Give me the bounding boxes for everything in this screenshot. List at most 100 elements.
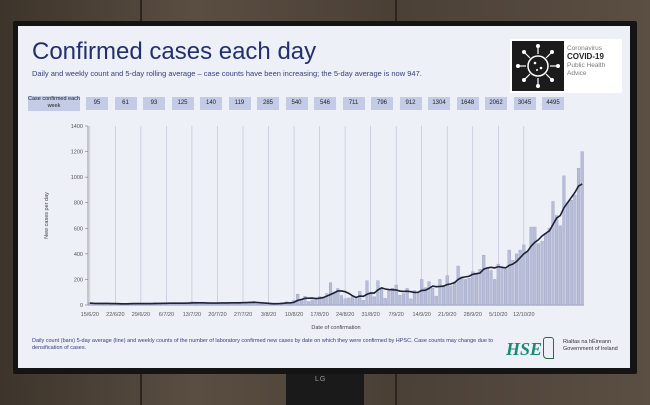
daily-count-bar — [504, 269, 508, 306]
x-tick-label: 7/9/20 — [389, 312, 404, 318]
government-logo-text: Rialtas na hÉireann Government of Irelan… — [563, 339, 618, 353]
x-tick-label: 14/9/20 — [413, 312, 431, 318]
daily-count-bar — [482, 254, 486, 306]
daily-count-bar — [471, 271, 475, 306]
daily-count-bar — [354, 298, 358, 306]
daily-count-bar — [390, 288, 395, 306]
daily-count-bar — [573, 194, 577, 306]
gov-line2: Government of Ireland — [563, 346, 618, 352]
daily-count-bar — [507, 249, 511, 306]
weekly-counts-row: Case confirmed each week 95 61 93 125 140 119… — [28, 96, 588, 112]
daily-count-bar — [358, 291, 362, 306]
daily-count-bar — [387, 290, 391, 306]
y-tick-label: 200 — [74, 277, 83, 283]
daily-count-bar — [376, 280, 380, 306]
daily-count-bar — [237, 303, 241, 306]
daily-count-bar — [551, 201, 555, 306]
daily-count-bar — [423, 287, 427, 306]
daily-count-bar — [500, 266, 504, 306]
daily-count-bar — [544, 233, 548, 306]
daily-count-bar — [555, 215, 559, 306]
x-tick-label: 20/7/20 — [208, 312, 226, 318]
weekly-count-cell: 125 — [171, 97, 194, 110]
tv-brand-logo: LG — [315, 376, 327, 383]
weekly-count-cell: 4495 — [542, 97, 564, 110]
daily-count-bar — [489, 270, 493, 306]
daily-count-bar — [259, 303, 263, 306]
daily-count-bar — [566, 202, 570, 306]
daily-count-bar — [288, 303, 292, 306]
presentation-slide: Confirmed cases each day Daily and weekl… — [18, 26, 630, 368]
daily-count-bar — [412, 290, 416, 306]
weekly-count-cell: 93 — [143, 97, 165, 110]
daily-count-bar — [409, 298, 413, 306]
weekly-count-cell: 796 — [371, 97, 393, 110]
daily-count-bar — [343, 298, 347, 306]
weekly-count-cell: 1648 — [456, 97, 479, 110]
daily-count-bar — [493, 279, 497, 306]
x-tick-label: 22/6/20 — [106, 312, 124, 318]
daily-count-bar — [558, 225, 562, 306]
x-tick-label: 12/10/20 — [513, 312, 534, 318]
slide-title: Confirmed cases each day — [32, 38, 317, 65]
daily-count-bar — [401, 293, 406, 306]
daily-count-bar — [533, 226, 537, 306]
y-tick-label: 1400 — [71, 124, 83, 130]
x-tick-label: 13/7/20 — [183, 312, 201, 318]
weekly-count-cell: 61 — [114, 97, 137, 110]
daily-count-bar — [478, 269, 482, 306]
x-axis-title: Date of confirmation — [311, 325, 360, 331]
daily-count-bar — [350, 296, 354, 306]
weekly-count-cell: 1304 — [428, 97, 450, 110]
x-tick-label: 24/8/20 — [336, 312, 354, 318]
daily-count-bar — [562, 175, 566, 306]
weekly-count-cell: 140 — [200, 97, 222, 110]
x-tick-label: 27/7/20 — [234, 312, 252, 318]
daily-count-bar — [536, 243, 540, 306]
daily-count-bar — [420, 279, 424, 306]
daily-count-bar — [347, 297, 351, 306]
gov-line1: Rialtas na hÉireann — [563, 339, 612, 345]
covid-line3: Public Health — [567, 62, 606, 69]
daily-count-bar — [496, 263, 500, 306]
weekly-count-cell: 540 — [285, 97, 308, 110]
daily-count-bar — [438, 279, 442, 306]
covid-line4: Advice — [567, 70, 587, 77]
weekly-count-cell: 711 — [342, 97, 365, 110]
daily-count-bar — [223, 303, 227, 306]
daily-count-bar — [318, 296, 322, 306]
daily-count-bar — [336, 288, 340, 306]
x-tick-label: 29/6/20 — [132, 312, 150, 318]
weekly-counts-label: Case confirmed each week — [28, 96, 80, 111]
daily-cases-chart: 15/6/20 22/6/20 29/6/20 6/7/20 13/7/20 20/7/2… — [44, 124, 584, 331]
daily-count-bar — [452, 281, 457, 306]
daily-count-bar — [463, 279, 468, 306]
daily-count-bar — [518, 249, 522, 306]
slide-subtitle: Daily and weekly count and 5-day rolling… — [32, 69, 422, 78]
covid-line2: COVID-19 — [567, 52, 604, 61]
covid-advice-text: Coronavirus COVID-19 Public Health Advic… — [567, 45, 605, 78]
x-tick-label: 21/9/20 — [438, 312, 456, 318]
daily-count-bar — [474, 272, 478, 306]
hse-logo: HSE — [506, 339, 543, 359]
chart-footnote: Daily count (bars) 5-day average (line) … — [32, 338, 494, 351]
x-tick-label: 6/7/20 — [159, 312, 174, 318]
daily-count-bar — [369, 293, 373, 306]
daily-count-bar — [380, 288, 384, 306]
y-axis-title: New cases per day — [44, 192, 50, 239]
x-tick-label: 31/8/20 — [361, 312, 379, 318]
daily-count-bar — [365, 280, 369, 306]
daily-count-bar — [201, 303, 205, 306]
x-tick-label: 3/8/20 — [261, 312, 276, 318]
daily-count-bar — [449, 285, 453, 306]
virus-icon — [512, 41, 564, 91]
daily-count-bar — [361, 300, 365, 306]
x-tick-label: 17/8/20 — [310, 312, 328, 318]
daily-count-bar — [442, 286, 446, 306]
daily-count-bar — [383, 298, 387, 306]
daily-count-bar — [514, 253, 519, 306]
y-tick-label: 1200 — [71, 150, 83, 156]
daily-count-bar — [256, 303, 260, 306]
daily-count-bar — [398, 295, 402, 306]
daily-count-bar — [394, 284, 398, 306]
